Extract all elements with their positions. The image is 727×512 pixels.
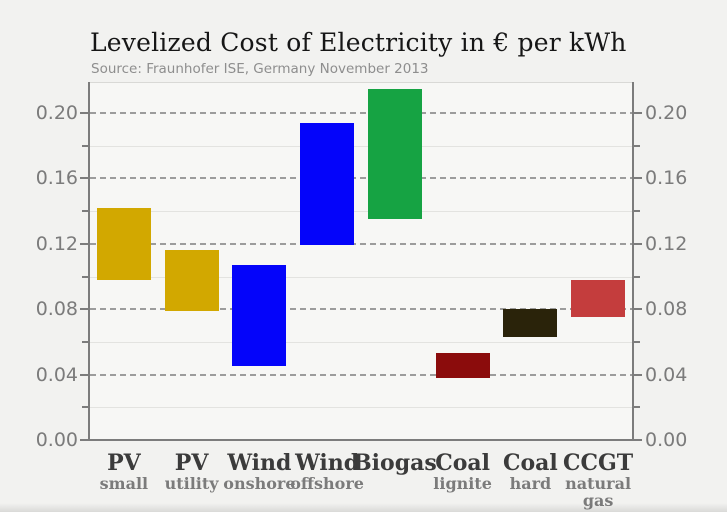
category-main-label: Biogas	[353, 450, 437, 476]
y-axis-label-left: 0.00	[35, 429, 78, 451]
category-sub-label: utility	[164, 474, 219, 493]
y-axis-label-right: 0.04	[645, 363, 688, 386]
axis-tick-minor-right	[634, 210, 640, 213]
category-main-label: Wind	[227, 450, 292, 476]
y-axis-spine-left	[88, 82, 90, 440]
category-label-coal-lignite: Coal lignite	[415, 452, 511, 492]
category-label-wind-onshore: Wind onshore	[211, 452, 307, 492]
axis-tick-minor-left	[82, 406, 88, 409]
axis-tick-major-left	[80, 242, 88, 245]
axis-tick-minor-left	[82, 144, 88, 147]
bar-ccgt-natural-gas	[571, 279, 626, 318]
category-main-label: Wind	[295, 450, 360, 476]
y-axis-label-left: 0.08	[35, 298, 78, 321]
y-axis-label-left: 0.12	[35, 232, 78, 255]
axis-tick-minor-right	[634, 340, 640, 343]
category-label-pv-small: PV small	[76, 452, 172, 492]
bar-wind-onshore	[232, 265, 287, 367]
gridline-major-0.12	[90, 242, 632, 245]
y-axis-label-left: 0.16	[35, 167, 78, 190]
gridline-minor-0.18	[90, 145, 632, 147]
chart-title: Levelized Cost of Electricity in € per k…	[90, 28, 627, 57]
gridline-major-0.20	[90, 112, 632, 115]
category-main-label: CCGT	[563, 450, 634, 476]
gridline-minor-0.1	[90, 276, 632, 278]
y-axis-label-left: 0.20	[35, 102, 78, 125]
axis-tick-minor-left	[82, 210, 88, 213]
bar-wind-offshore	[300, 122, 355, 246]
axis-tick-major-right	[634, 308, 642, 311]
category-sub-label: onshore	[223, 474, 296, 493]
category-sub-label: offshore	[290, 474, 364, 493]
category-label-coal-hard: Coal hard	[482, 452, 578, 492]
bottom-shadow	[0, 503, 727, 512]
category-sub-label: hard	[509, 474, 552, 493]
chart-source: Source: Fraunhofer ISE, Germany November…	[91, 61, 429, 77]
axis-tick-major-left	[80, 439, 88, 441]
axis-tick-major-left	[80, 373, 88, 376]
y-axis-spine-right	[632, 82, 634, 440]
axis-tick-minor-left	[82, 340, 88, 343]
axis-tick-major-right	[634, 439, 642, 441]
bar-pv-small	[96, 207, 151, 280]
category-main-label: PV	[174, 450, 209, 476]
category-main-label: Coal	[435, 450, 490, 476]
y-axis-label-right: 0.20	[645, 102, 688, 125]
axis-tick-minor-right	[634, 406, 640, 409]
category-label-pv-utility: PV utility	[144, 452, 240, 492]
y-axis-label-left: 0.04	[35, 363, 78, 386]
gridline-major-0.08	[90, 308, 632, 311]
bar-biogas	[367, 88, 422, 220]
y-axis-label-right: 0.00	[645, 429, 688, 451]
axis-tick-minor-right	[634, 275, 640, 278]
category-label-wind-offshore: Wind offshore	[279, 452, 375, 492]
bar-coal-hard	[503, 309, 558, 337]
axis-tick-major-right	[634, 112, 642, 115]
gridline-minor-0.06	[90, 341, 632, 343]
y-axis-label-right: 0.12	[645, 232, 688, 255]
axis-tick-major-right	[634, 373, 642, 376]
plot-area	[80, 82, 642, 441]
y-axis-label-right: 0.16	[645, 167, 688, 190]
y-axis-label-right: 0.08	[645, 298, 688, 321]
axis-tick-minor-left	[82, 275, 88, 278]
category-sub-label: natural gas	[565, 474, 632, 510]
gridline-major-0.04	[90, 373, 632, 376]
category-label-ccgt-natural-gas: CCGT natural gas	[550, 452, 646, 509]
category-label-biogas: Biogas	[347, 452, 443, 475]
axis-tick-minor-right	[634, 144, 640, 147]
x-axis-spine	[88, 439, 634, 441]
category-main-label: PV	[107, 450, 141, 476]
category-sub-label: lignite	[433, 474, 492, 493]
axis-tick-major-left	[80, 308, 88, 311]
axis-tick-major-right	[634, 177, 642, 180]
bar-pv-utility	[164, 250, 219, 311]
bar-coal-lignite	[435, 353, 490, 378]
axis-tick-major-left	[80, 112, 88, 115]
gridline-minor-0.14	[90, 211, 632, 213]
axis-tick-major-right	[634, 242, 642, 245]
gridline-minor-0.02	[90, 407, 632, 409]
axis-tick-major-left	[80, 177, 88, 180]
gridline-major-0.16	[90, 177, 632, 180]
category-main-label: Coal	[502, 450, 558, 476]
category-sub-label: small	[99, 474, 149, 493]
plot-top-border	[90, 82, 632, 83]
